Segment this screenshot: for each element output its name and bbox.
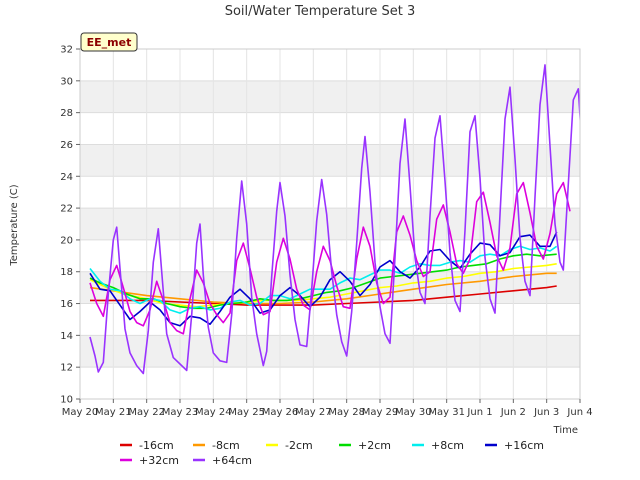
legend-item: -16cm bbox=[120, 439, 174, 452]
legend-item: +2cm bbox=[339, 439, 391, 452]
plot-frame bbox=[79, 48, 581, 400]
series-line-+64cm bbox=[89, 64, 580, 375]
plot-band bbox=[80, 144, 580, 177]
x-tick-label: Jun 4 bbox=[566, 407, 592, 418]
legend-label: -2cm bbox=[285, 439, 313, 452]
x-tick-label: May 23 bbox=[162, 407, 199, 418]
x-tick-label: May 21 bbox=[95, 407, 132, 418]
y-tick-label: 20 bbox=[60, 235, 73, 246]
y-tick-label: 10 bbox=[60, 395, 73, 406]
legend-label: -16cm bbox=[139, 439, 174, 452]
station-badge-label: EE_met bbox=[87, 36, 132, 49]
station-badge: EE_met bbox=[80, 32, 138, 52]
x-tick-label: May 22 bbox=[128, 407, 165, 418]
x-tick-label: May 30 bbox=[395, 407, 432, 418]
x-tick-label: May 20 bbox=[62, 407, 99, 418]
legend-item: +8cm bbox=[412, 439, 464, 452]
x-tick-label: Jun 3 bbox=[533, 407, 559, 418]
x-tick-label: May 28 bbox=[328, 407, 365, 418]
plot-band bbox=[80, 335, 580, 368]
plot-area bbox=[80, 49, 580, 399]
x-tick-label: May 29 bbox=[362, 407, 399, 418]
legend-label: +32cm bbox=[139, 454, 179, 467]
legend-item: +16cm bbox=[485, 439, 544, 452]
x-tick-label: Jun 1 bbox=[466, 407, 492, 418]
x-tick-label: Jun 2 bbox=[500, 407, 526, 418]
legend-label: -8cm bbox=[212, 439, 240, 452]
y-tick-label: 12 bbox=[60, 363, 73, 374]
plot-band bbox=[80, 208, 580, 240]
x-tick-label: May 27 bbox=[295, 407, 332, 418]
chart-title: Soil/Water Temperature Set 3 bbox=[225, 4, 416, 19]
x-tick-label: May 26 bbox=[262, 407, 299, 418]
legend-item: +64cm bbox=[193, 454, 252, 467]
x-axis-label: Time bbox=[553, 425, 578, 436]
y-tick-label: 32 bbox=[60, 45, 73, 56]
legend-item: -2cm bbox=[266, 439, 313, 452]
y-axis-label: Temperature (C) bbox=[9, 184, 20, 266]
series-line-+16cm bbox=[89, 231, 558, 327]
legend-item: +32cm bbox=[120, 454, 179, 467]
y-tick-label: 26 bbox=[60, 140, 73, 151]
y-tick-label: 22 bbox=[60, 204, 73, 215]
x-tick-label: May 25 bbox=[228, 407, 265, 418]
y-tick-label: 30 bbox=[60, 76, 73, 87]
legend: -16cm -8cm -2cm +2cm +8cm +16cm +32cm +64cm bbox=[120, 439, 544, 467]
legend-label: +64cm bbox=[212, 454, 252, 467]
series-lines bbox=[89, 64, 580, 375]
legend-item: -8cm bbox=[193, 439, 240, 452]
legend-label: +2cm bbox=[358, 439, 391, 452]
x-tick-label: May 31 bbox=[428, 407, 465, 418]
y-tick-label: 28 bbox=[60, 108, 73, 119]
x-tick-label: May 24 bbox=[195, 407, 232, 418]
y-tick-label: 16 bbox=[60, 299, 73, 310]
y-tick-label: 18 bbox=[60, 267, 73, 278]
plot-band bbox=[80, 80, 580, 113]
y-tick-label: 14 bbox=[60, 331, 73, 342]
legend-label: +8cm bbox=[431, 439, 464, 452]
y-tick-label: 24 bbox=[60, 172, 73, 183]
legend-label: +16cm bbox=[504, 439, 544, 452]
